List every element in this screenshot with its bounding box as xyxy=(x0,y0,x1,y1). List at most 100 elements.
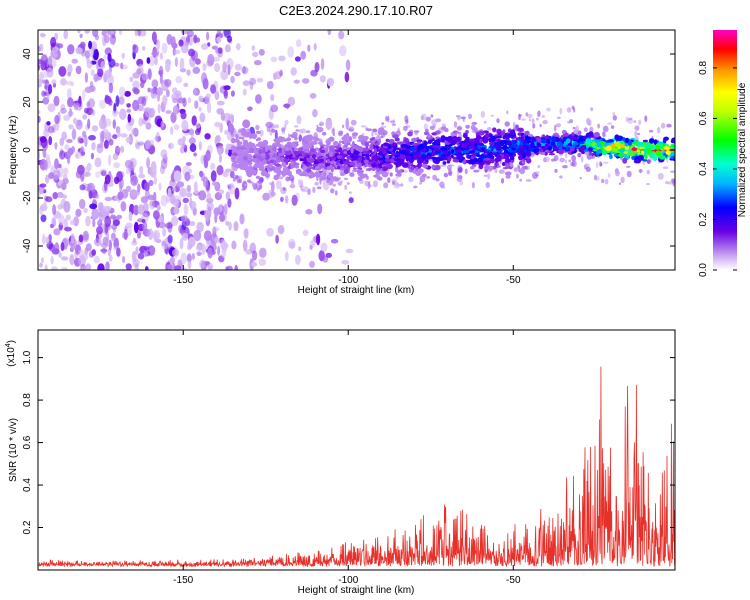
heatmap-cell xyxy=(234,264,239,270)
heatmap-cell xyxy=(623,150,629,154)
heatmap-cell xyxy=(316,124,319,128)
heatmap-cell xyxy=(396,169,403,174)
heatmap-cell xyxy=(345,59,351,71)
heatmap-cell xyxy=(314,173,321,178)
heatmap-cell xyxy=(582,135,588,140)
heatmap-cell xyxy=(216,100,225,106)
heatmap-cell xyxy=(115,95,120,107)
heatmap-cell xyxy=(227,198,232,208)
heatmap-cell xyxy=(100,60,106,70)
heatmap-cell xyxy=(214,236,221,244)
heatmap-cell xyxy=(448,168,452,173)
heatmap-cell xyxy=(278,55,286,62)
spectrogram-xlabel: Height of straight line (km) xyxy=(298,285,415,296)
heatmap-cell xyxy=(158,182,162,191)
heatmap-cell xyxy=(481,147,486,152)
heatmap-cell xyxy=(469,150,476,154)
heatmap-cell xyxy=(205,215,210,222)
heatmap-cell xyxy=(432,145,439,148)
heatmap-cell xyxy=(471,121,478,125)
heatmap-cell xyxy=(527,133,533,137)
heatmap-cell xyxy=(48,84,53,95)
heatmap-cell xyxy=(205,93,211,100)
heatmap-cell xyxy=(353,150,360,156)
heatmap-cell xyxy=(223,30,231,39)
heatmap-cell xyxy=(593,174,597,181)
heatmap-cell xyxy=(427,134,431,138)
heatmap-cell xyxy=(294,56,301,62)
heatmap-cell xyxy=(429,125,435,130)
heatmap-cell xyxy=(517,127,524,132)
heatmap-cell xyxy=(198,95,204,103)
heatmap-cell xyxy=(179,238,184,250)
heatmap-cell xyxy=(187,260,192,270)
heatmap-cell xyxy=(47,55,53,67)
heatmap-cell xyxy=(277,225,285,235)
heatmap-cell xyxy=(251,181,254,187)
heatmap-cell xyxy=(218,154,223,163)
colorbar-label: Normalized spectral amplitude xyxy=(737,82,748,217)
heatmap-cell xyxy=(279,69,283,77)
heatmap-cell xyxy=(309,148,316,153)
heatmap-cell xyxy=(65,214,72,221)
heatmap-cell xyxy=(119,86,126,98)
heatmap-cell xyxy=(249,77,257,86)
heatmap-cell xyxy=(101,30,107,36)
heatmap-cell xyxy=(317,203,323,215)
heatmap-cell xyxy=(143,250,147,258)
heatmap-cell xyxy=(385,138,390,143)
heatmap-cell xyxy=(280,156,284,163)
heatmap-cell xyxy=(364,141,370,148)
heatmap-cell xyxy=(42,147,47,158)
heatmap-cell xyxy=(490,114,494,117)
heatmap-cell xyxy=(353,167,357,170)
heatmap-cell xyxy=(369,143,374,150)
heatmap-cell xyxy=(363,150,370,154)
heatmap-cell xyxy=(116,171,123,182)
heatmap-cell xyxy=(540,138,548,144)
heatmap-cell xyxy=(224,44,231,53)
heatmap-cell xyxy=(565,159,568,164)
heatmap-cell xyxy=(156,39,161,50)
heatmap-cell xyxy=(625,116,629,123)
heatmap-cell xyxy=(413,154,418,159)
heatmap-cell xyxy=(532,123,536,129)
heatmap-cell xyxy=(203,230,212,242)
heatmap-cell xyxy=(413,185,418,189)
heatmap-cell xyxy=(153,176,157,185)
heatmap-cell xyxy=(204,133,211,140)
heatmap-cell xyxy=(85,243,92,252)
heatmap-cell xyxy=(319,75,326,83)
heatmap-cell xyxy=(216,108,224,115)
heatmap-cell xyxy=(357,146,364,153)
heatmap-cell xyxy=(247,179,252,183)
heatmap-cell xyxy=(45,196,53,203)
y-tick-label: 1.0 xyxy=(22,350,33,364)
heatmap-cell xyxy=(235,134,239,139)
heatmap-cell xyxy=(234,187,240,200)
heatmap-cell xyxy=(255,94,262,104)
heatmap-cell xyxy=(365,168,370,171)
heatmap-cell xyxy=(472,127,478,131)
heatmap-cell xyxy=(242,88,247,96)
heatmap-cell xyxy=(261,153,266,157)
heatmap-cell xyxy=(223,203,228,215)
heatmap-cell xyxy=(400,150,407,156)
heatmap-cell xyxy=(337,181,343,186)
heatmap-cell xyxy=(525,112,528,117)
heatmap-cell xyxy=(59,150,66,160)
heatmap-cell xyxy=(48,126,55,134)
heatmap-cell xyxy=(465,124,470,129)
heatmap-cell xyxy=(305,209,313,215)
heatmap-cell xyxy=(145,122,152,130)
heatmap-cell xyxy=(180,111,187,120)
heatmap-cell xyxy=(189,197,193,209)
heatmap-cell xyxy=(75,47,83,55)
heatmap-cell xyxy=(175,90,182,97)
heatmap-cell xyxy=(488,152,493,157)
heatmap-cell xyxy=(479,162,485,166)
heatmap-cell xyxy=(241,188,245,191)
heatmap-cell xyxy=(363,154,371,157)
heatmap-cell xyxy=(168,142,175,150)
